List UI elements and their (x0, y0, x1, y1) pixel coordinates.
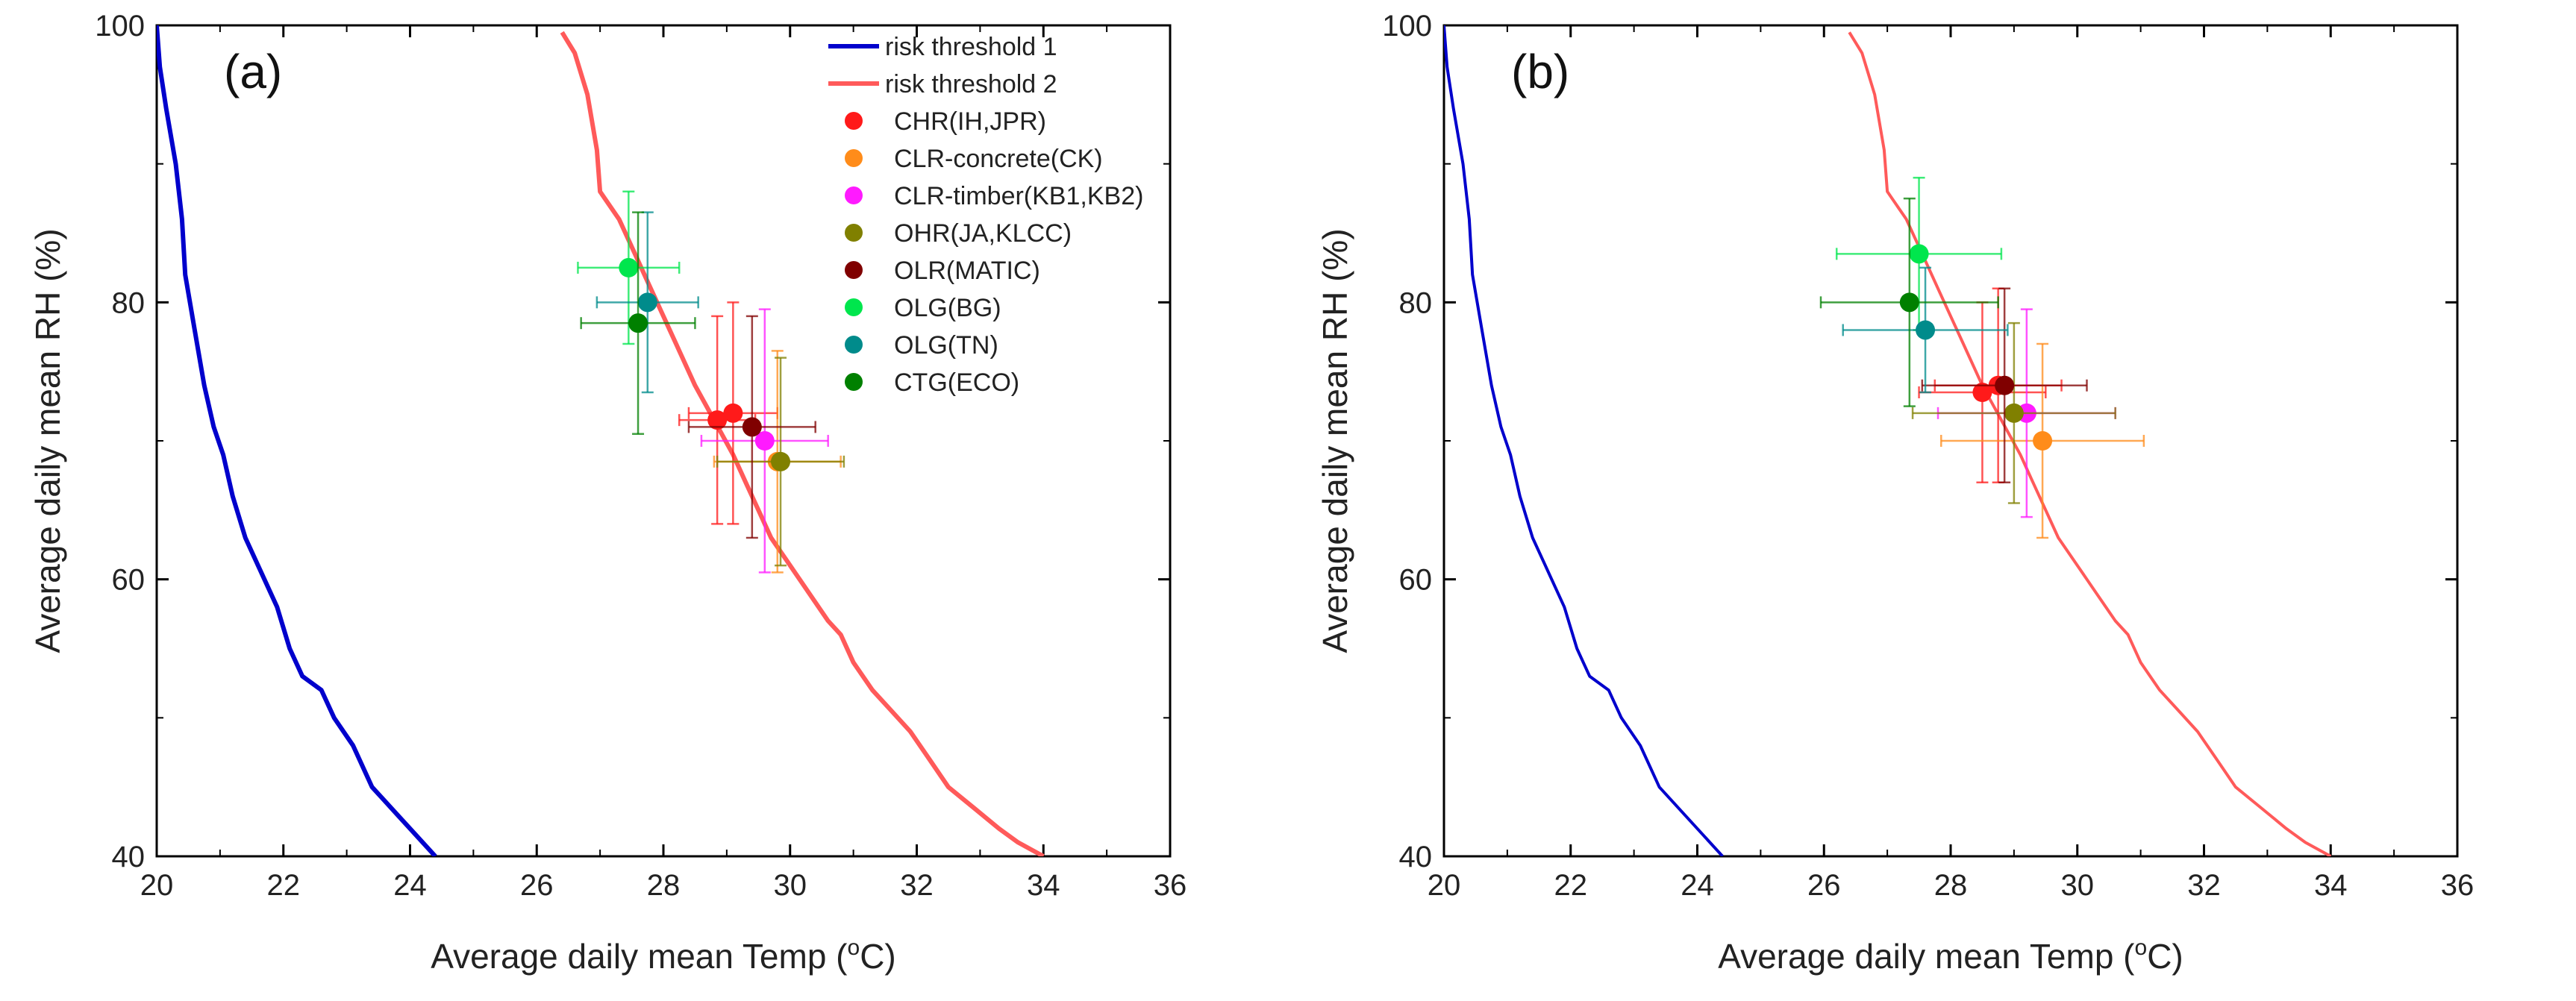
y-tick-label: 100 (95, 10, 145, 43)
threshold-line-1 (157, 25, 437, 856)
data-point (637, 292, 657, 313)
data-point (1995, 375, 2015, 395)
panel-label: (b) (1511, 45, 1569, 98)
data-point (1972, 383, 1992, 403)
x-tick-label: 36 (1154, 869, 1187, 902)
legend-label: OLR(MATIC) (894, 257, 1040, 285)
data-point (2033, 431, 2053, 451)
data-point (1899, 292, 1919, 313)
x-axis-title: Average daily mean Temp (oC) (1718, 935, 2183, 976)
x-axis-title-degree: o (848, 935, 860, 960)
legend-marker (845, 336, 863, 354)
chart-panel-a: 20 22 24 26 28 30 32 34 36 40 60 80 100 Average daily… (28, 10, 1187, 976)
x-tick-label: 22 (1554, 869, 1588, 902)
y-tick-label: 60 (112, 564, 146, 597)
data-point (619, 257, 639, 277)
legend-marker (845, 224, 863, 242)
x-axis-title-unit: C) (860, 937, 896, 976)
data-point (723, 403, 743, 423)
legend-label: risk threshold 1 (885, 33, 1057, 61)
x-axis-title-text: Average daily mean Temp ( (1718, 937, 2135, 976)
x-tick-label: 20 (1428, 869, 1461, 902)
x-tick-label: 20 (140, 869, 174, 902)
y-axis-title: Average daily mean RH (%) (1316, 228, 1354, 653)
x-tick-label: 30 (2061, 869, 2095, 902)
x-tick-label: 28 (1934, 869, 1968, 902)
legend-marker (845, 261, 863, 279)
panel-label: (a) (224, 45, 282, 98)
data-point (771, 451, 791, 471)
legend: risk threshold 1 risk threshold 2 CHR(IH,J… (828, 33, 1143, 397)
x-tick-label: 32 (2187, 869, 2221, 902)
legend-marker (845, 149, 863, 167)
y-tick-label: 80 (112, 286, 146, 319)
legend-label: OLG(TN) (894, 331, 998, 360)
data-point (742, 417, 762, 437)
legend-marker (845, 298, 863, 316)
x-tick-label: 36 (2441, 869, 2475, 902)
x-tick-label: 32 (900, 869, 934, 902)
x-tick-label: 34 (1027, 869, 1060, 902)
legend-marker (845, 373, 863, 391)
y-tick-label: 40 (112, 841, 146, 873)
x-tick-label: 28 (647, 869, 681, 902)
x-tick-label: 30 (774, 869, 807, 902)
x-tick-label: 34 (2314, 869, 2348, 902)
data-point (707, 410, 728, 430)
threshold-line-2 (1848, 31, 2332, 856)
legend-label: CHR(IH,JPR) (894, 107, 1046, 136)
legend-label: OLG(BG) (894, 294, 1001, 322)
legend-label: risk threshold 2 (885, 70, 1057, 98)
y-tick-label: 40 (1399, 841, 1433, 873)
x-tick-label: 26 (520, 869, 554, 902)
chart-panel-b: 20 22 24 26 28 30 32 34 36 40 60 80 100 Average daily… (1316, 10, 2474, 976)
legend-label: OHR(JA,KLCC) (894, 219, 1072, 248)
x-tick-label: 22 (267, 869, 301, 902)
data-point (628, 313, 648, 333)
y-axis-title: Average daily mean RH (%) (28, 228, 67, 653)
legend-marker (845, 112, 863, 130)
x-tick-label: 26 (1807, 869, 1841, 902)
x-axis-title-unit: C) (2147, 937, 2183, 976)
data-point (2004, 403, 2024, 423)
x-axis-title: Average daily mean Temp (oC) (431, 935, 896, 976)
legend-label: CTG(ECO) (894, 368, 1019, 397)
x-axis-title-text: Average daily mean Temp ( (431, 937, 848, 976)
legend-label: CLR-timber(KB1,KB2) (894, 182, 1143, 210)
y-tick-label: 60 (1399, 564, 1433, 597)
y-tick-label: 100 (1382, 10, 1432, 43)
legend-marker (845, 186, 863, 204)
data-point (1916, 320, 1936, 340)
legend-label: CLR-concrete(CK) (894, 145, 1103, 173)
threshold-line-1 (1444, 25, 1724, 856)
x-axis-title-degree: o (2135, 935, 2148, 960)
x-tick-label: 24 (393, 869, 427, 902)
x-tick-label: 24 (1681, 869, 1714, 902)
data-point (1909, 244, 1929, 264)
y-tick-label: 80 (1399, 286, 1433, 319)
data-point (754, 431, 775, 451)
